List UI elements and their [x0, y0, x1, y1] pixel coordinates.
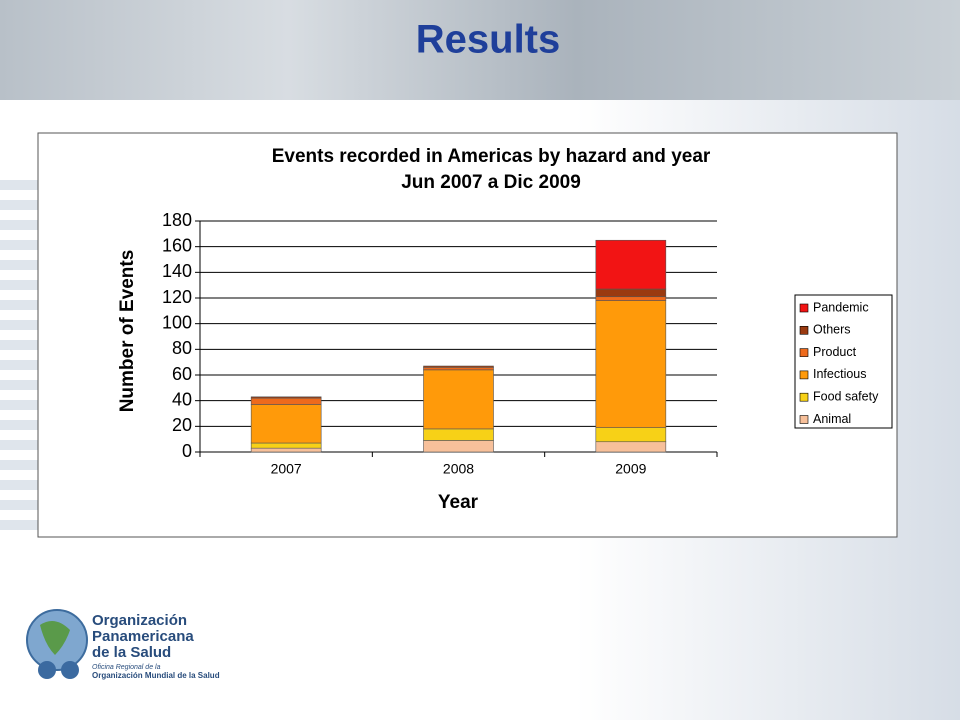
bar-segment — [595, 296, 667, 301]
bar-segment — [250, 404, 322, 444]
stripes — [0, 180, 40, 530]
legend-label: Product — [813, 345, 857, 359]
legend-label: Animal — [813, 412, 851, 426]
bar-segment — [595, 441, 667, 453]
org-name: de la Salud — [92, 644, 171, 661]
bar-segment — [250, 396, 322, 399]
y-tick-label: 40 — [172, 389, 192, 409]
y-tick-label: 80 — [172, 338, 192, 358]
x-tick-label: 2008 — [443, 461, 474, 477]
legend-label: Infectious — [813, 367, 867, 381]
org-name: Panamericana — [92, 628, 194, 645]
legend-label: Food safety — [813, 389, 879, 403]
y-tick-label: 140 — [162, 261, 192, 281]
legend-swatch — [799, 392, 809, 402]
bar-segment — [423, 366, 494, 371]
bar-segment — [595, 239, 667, 290]
x-tick-label: 2007 — [271, 461, 302, 477]
legend-label: Pandemic — [813, 300, 869, 314]
bar-segment — [595, 288, 667, 298]
legend-swatch — [799, 325, 809, 335]
bar-segment — [423, 428, 494, 441]
bar-segment — [423, 440, 494, 453]
bar-segment — [595, 300, 667, 428]
legend-label: Others — [813, 323, 851, 337]
logo: Organización Panamericana de la Salud Of… — [26, 609, 220, 680]
bar-segment — [423, 369, 494, 430]
chart-title: Events recorded in Americas by hazard an… — [272, 146, 711, 167]
y-tick-label: 100 — [162, 312, 192, 332]
y-tick-label: 160 — [162, 235, 192, 255]
y-tick-label: 180 — [162, 210, 192, 230]
y-tick-label: 60 — [172, 364, 192, 384]
x-tick-label: 2009 — [615, 461, 646, 477]
bar-segment — [423, 365, 494, 368]
bar-segment — [250, 447, 322, 453]
y-axis-title: Number of Events — [117, 250, 138, 413]
photo-banner — [0, 0, 960, 100]
bar-segment — [595, 427, 667, 443]
bar-segment — [250, 442, 322, 449]
legend-swatch — [799, 370, 809, 380]
chart-subtitle: Jun 2007 a Dic 2009 — [401, 172, 581, 193]
bar-segment — [250, 397, 322, 405]
org-sub: Organización Mundial de la Salud — [92, 671, 220, 680]
y-tick-label: 120 — [162, 287, 192, 307]
legend-swatch — [799, 348, 809, 357]
y-tick-label: 20 — [172, 415, 192, 435]
legend-swatch — [799, 303, 809, 313]
legend-swatch — [799, 415, 809, 424]
slide-title: Results — [416, 18, 561, 62]
legend-box — [794, 294, 893, 429]
x-axis-title: Year — [438, 492, 479, 513]
org-name: Organización — [92, 612, 187, 629]
y-tick-label: 0 — [182, 441, 192, 461]
chart-frame — [37, 132, 898, 538]
org-sub: Oficina Regional de la — [92, 664, 161, 671]
